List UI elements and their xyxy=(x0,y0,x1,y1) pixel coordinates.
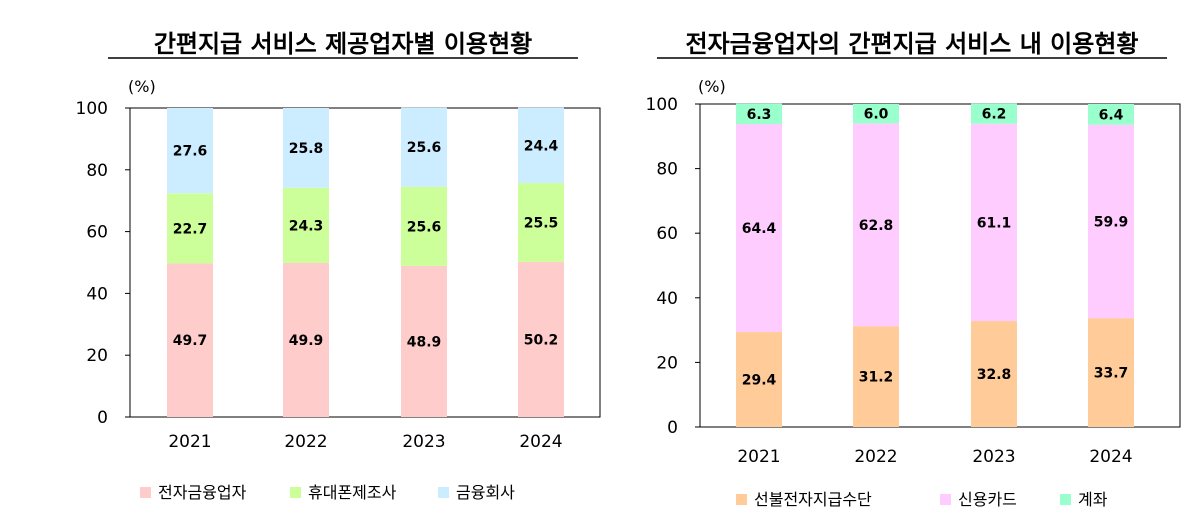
data-label: 25.6 xyxy=(407,219,442,235)
data-label: 24.3 xyxy=(289,218,324,234)
bar-segment xyxy=(167,263,213,417)
data-label: 64.4 xyxy=(742,221,777,237)
y-tick-label: 0 xyxy=(667,418,678,438)
y-tick-label: 40 xyxy=(86,284,108,304)
data-label: 24.4 xyxy=(524,138,559,154)
data-label: 62.8 xyxy=(859,218,894,234)
data-label: 6.0 xyxy=(864,107,889,123)
bar-segment xyxy=(853,104,899,124)
data-label: 32.8 xyxy=(977,367,1012,383)
bar-segment xyxy=(518,183,564,262)
bar-segment xyxy=(736,332,782,427)
legend: 선불전자지급수단 신용카드 계좌 xyxy=(736,490,1108,509)
y-tick-label: 80 xyxy=(656,160,678,180)
legend-swatch xyxy=(140,487,151,498)
bar-segment xyxy=(1088,124,1134,319)
bar-segment xyxy=(971,103,1017,124)
bar-segment xyxy=(971,123,1017,322)
x-tick-label: 2022 xyxy=(854,447,897,467)
legend-label: 선불전자지급수단 xyxy=(754,490,872,509)
data-label: 22.7 xyxy=(173,221,208,237)
x-tick-label: 2023 xyxy=(402,432,445,452)
data-label: 59.9 xyxy=(1094,214,1129,230)
y-tick-label: 60 xyxy=(656,224,678,244)
legend-label: 신용카드 xyxy=(958,490,1017,509)
data-label: 29.4 xyxy=(742,373,777,389)
y-tick-label: 60 xyxy=(86,223,108,243)
unit-label: (%) xyxy=(128,77,156,96)
x-tick-label: 2023 xyxy=(972,447,1015,467)
bar-segment xyxy=(401,186,447,266)
legend-label: 금융회사 xyxy=(456,483,515,502)
data-label: 49.9 xyxy=(289,333,324,349)
legend-label: 전자금융업자 xyxy=(158,483,247,502)
x-tick-label: 2022 xyxy=(284,432,327,452)
plot-area xyxy=(129,107,601,418)
legend-swatch xyxy=(290,487,301,498)
data-label: 25.5 xyxy=(524,215,559,231)
data-label: 48.9 xyxy=(407,334,442,350)
bar-segment xyxy=(736,124,782,333)
bar-segment xyxy=(518,107,564,184)
bar-segment xyxy=(283,262,329,417)
bar-segment xyxy=(401,107,447,187)
data-label: 25.6 xyxy=(407,140,442,156)
bar-segment xyxy=(853,326,899,427)
bar-segment xyxy=(518,261,564,417)
bar-segment xyxy=(401,265,447,417)
bar-segment xyxy=(167,193,213,264)
data-label: 27.6 xyxy=(173,144,208,160)
bar-segment xyxy=(1088,318,1134,427)
data-label: 6.3 xyxy=(747,107,772,123)
legend: 전자금융업자 휴대폰제조사 금융회사 xyxy=(140,483,515,502)
legend-label: 휴대폰제조사 xyxy=(308,483,397,502)
legend-swatch xyxy=(1060,494,1071,505)
legend-swatch xyxy=(940,494,951,505)
x-tick-label: 2021 xyxy=(168,432,211,452)
data-label: 31.2 xyxy=(859,370,894,386)
bar-segment xyxy=(1088,104,1134,125)
x-tick-label: 2021 xyxy=(737,447,780,467)
bar-segment xyxy=(283,108,329,188)
bar-segment xyxy=(167,108,213,194)
legend-swatch xyxy=(438,487,449,498)
y-tick-label: 40 xyxy=(656,289,678,309)
x-tick-label: 2024 xyxy=(519,432,562,452)
y-tick-label: 100 xyxy=(76,99,108,119)
data-label: 6.4 xyxy=(1099,107,1124,123)
y-tick-label: 20 xyxy=(656,353,678,373)
bar-segment xyxy=(283,187,329,263)
data-label: 6.2 xyxy=(982,107,1007,123)
chart-2: 전자금융업자의 간편지급 서비스 내 이용현황 (%) 0 20 40 60 80 100 29… xyxy=(646,30,1181,509)
legend-label: 계좌 xyxy=(1078,490,1108,509)
data-label: 50.2 xyxy=(524,332,559,348)
y-tick-label: 20 xyxy=(86,346,108,366)
y-tick-label: 0 xyxy=(97,408,108,428)
data-label: 33.7 xyxy=(1094,366,1129,382)
y-tick-label: 100 xyxy=(646,95,678,115)
chart-1: 간편지급 서비스 제공업자별 이용현황 (%) 0 20 40 60 80 100 49.7 22… xyxy=(76,30,601,502)
legend-swatch xyxy=(736,494,747,505)
bar-segment xyxy=(971,321,1017,427)
bar-segment xyxy=(736,103,782,125)
data-label: 61.1 xyxy=(977,215,1012,231)
data-label: 49.7 xyxy=(173,333,208,349)
bar-segment xyxy=(853,123,899,327)
data-label: 25.8 xyxy=(289,141,324,157)
chart-title: 전자금융업자의 간편지급 서비스 내 이용현황 xyxy=(686,30,1139,58)
chart-title: 간편지급 서비스 제공업자별 이용현황 xyxy=(154,30,532,58)
x-tick-label: 2024 xyxy=(1089,447,1132,467)
plot-area xyxy=(699,103,1181,428)
unit-label: (%) xyxy=(698,77,726,96)
y-tick-label: 80 xyxy=(86,161,108,181)
